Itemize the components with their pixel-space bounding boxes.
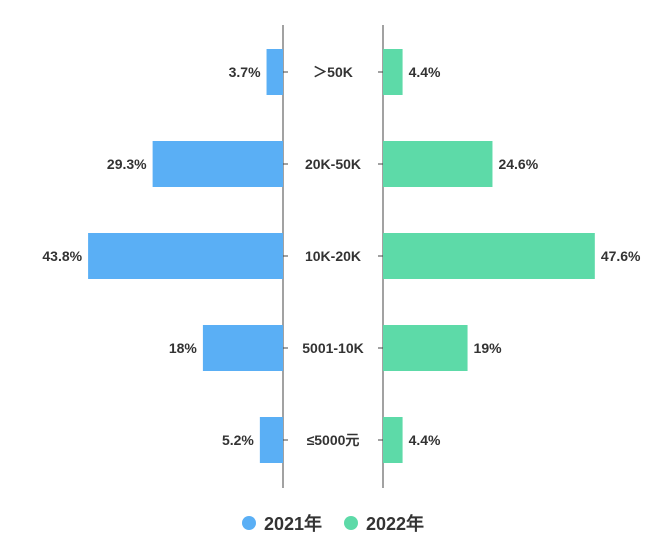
category-label-3: 5001-10K bbox=[302, 340, 364, 356]
data-label-2021-1: 29.3% bbox=[107, 156, 147, 172]
data-label-2022-2: 47.6% bbox=[601, 248, 641, 264]
category-label-4: ≤5000元 bbox=[307, 432, 360, 448]
bar-2021-2 bbox=[88, 233, 283, 279]
bar-2022-4 bbox=[383, 417, 403, 463]
legend-item-2022[interactable]: 2022年 bbox=[344, 510, 424, 536]
bar-2022-2 bbox=[383, 233, 595, 279]
bars-group: 3.7% 4.4% ＞50K 29.3% 24.6% 20K-50K 43.8% 47.6% 1… bbox=[42, 49, 641, 463]
legend-label-2022: 2022年 bbox=[366, 514, 425, 534]
category-label-0: ＞50K bbox=[313, 64, 353, 80]
data-label-2022-4: 4.4% bbox=[409, 432, 441, 448]
bar-2022-1 bbox=[383, 141, 493, 187]
data-label-2022-3: 19% bbox=[474, 340, 503, 356]
bar-2021-3 bbox=[202, 325, 283, 371]
data-label-2021-4: 5.2% bbox=[222, 432, 254, 448]
bar-2021-4 bbox=[259, 417, 283, 463]
bar-2021-1 bbox=[152, 141, 283, 187]
data-label-2021-3: 18% bbox=[169, 340, 198, 356]
category-label-1: 20K-50K bbox=[305, 156, 361, 172]
category-label-2: 10K-20K bbox=[305, 248, 361, 264]
data-label-2021-0: 3.7% bbox=[229, 64, 261, 80]
butterfly-bar-chart: 3.7% 4.4% ＞50K 29.3% 24.6% 20K-50K 43.8% 47.6% 1… bbox=[42, 25, 641, 488]
legend-label-2021: 2021年 bbox=[263, 514, 322, 534]
data-label-2022-0: 4.4% bbox=[409, 64, 441, 80]
data-label-2022-1: 24.6% bbox=[498, 156, 538, 172]
legend: 2021年 2022年 bbox=[0, 510, 666, 536]
bar-2021-0 bbox=[266, 49, 283, 95]
bar-2022-3 bbox=[383, 325, 468, 371]
legend-dot-2022 bbox=[344, 516, 358, 530]
data-label-2021-2: 43.8% bbox=[42, 248, 82, 264]
legend-item-2021[interactable]: 2021年 bbox=[241, 510, 322, 536]
legend-dot-2021 bbox=[241, 516, 256, 530]
bar-2022-0 bbox=[383, 49, 403, 95]
